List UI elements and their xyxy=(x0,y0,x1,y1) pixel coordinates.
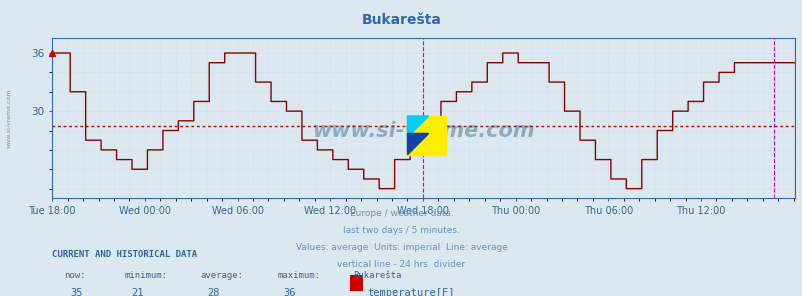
Text: average:: average: xyxy=(200,271,244,280)
Text: www.si-vreme.com: www.si-vreme.com xyxy=(7,89,12,148)
Text: 21: 21 xyxy=(131,288,144,296)
Text: temperature[F]: temperature[F] xyxy=(367,288,454,296)
Text: maximum:: maximum: xyxy=(277,271,320,280)
Polygon shape xyxy=(407,133,428,155)
Text: 36: 36 xyxy=(283,288,296,296)
Text: www.si-vreme.com: www.si-vreme.com xyxy=(312,121,534,141)
Text: CURRENT AND HISTORICAL DATA: CURRENT AND HISTORICAL DATA xyxy=(52,250,197,259)
Text: 28: 28 xyxy=(207,288,220,296)
Text: last two days / 5 minutes.: last two days / 5 minutes. xyxy=(342,226,460,235)
Text: vertical line - 24 hrs  divider: vertical line - 24 hrs divider xyxy=(337,260,465,269)
Text: Bukarešta: Bukarešta xyxy=(353,271,401,280)
Text: 35: 35 xyxy=(71,288,83,296)
Text: now:: now: xyxy=(64,271,86,280)
Polygon shape xyxy=(407,116,428,137)
Text: Values: average  Units: imperial  Line: average: Values: average Units: imperial Line: av… xyxy=(295,243,507,252)
Text: Bukarešta: Bukarešta xyxy=(361,13,441,27)
Text: minimum:: minimum: xyxy=(124,271,168,280)
Text: Europe / weather data.: Europe / weather data. xyxy=(349,209,453,218)
